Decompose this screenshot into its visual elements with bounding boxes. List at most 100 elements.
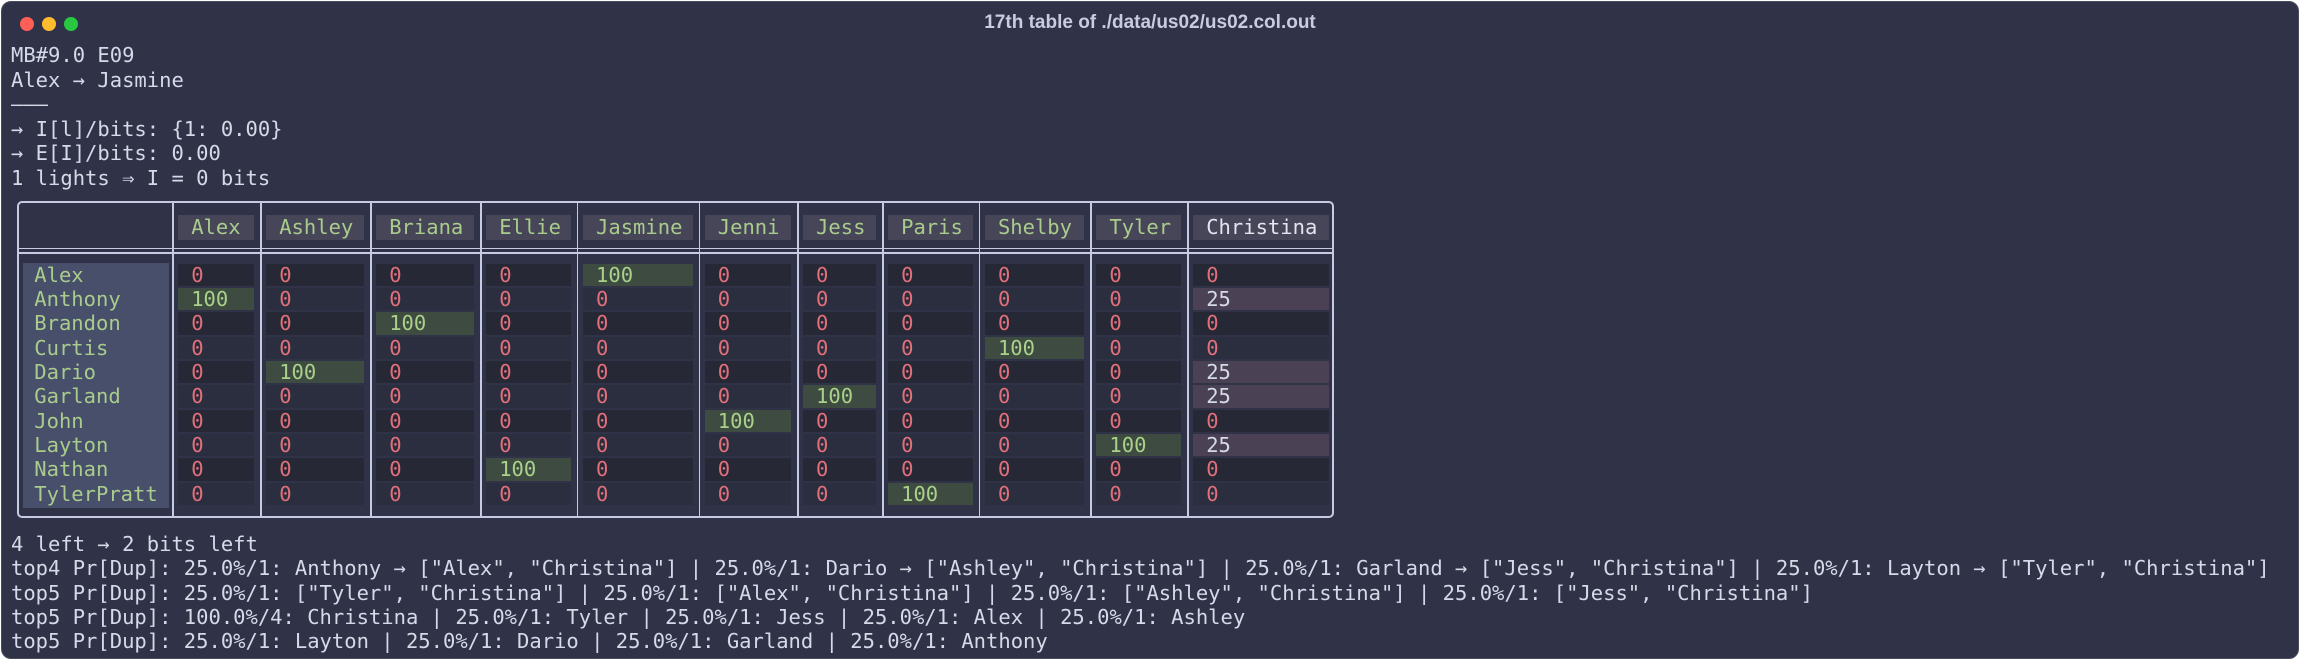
column-header: Briana <box>376 214 475 240</box>
table-cell: 0 <box>486 409 572 432</box>
table-cell: 0 <box>1096 483 1182 505</box>
table-cell: 0 <box>887 385 973 408</box>
table-cell: 0 <box>266 336 365 359</box>
table-cell: 0 <box>266 288 365 310</box>
table-cell: 0 <box>802 263 877 286</box>
table-cell: 0 <box>704 434 792 456</box>
table-cell: 0 <box>266 434 365 456</box>
table-cell: 0 <box>887 336 973 359</box>
table-cell: 0 <box>802 458 877 481</box>
column-separator <box>797 202 799 517</box>
table-cell: 0 <box>984 434 1085 456</box>
intro-line: Alex → Jasmine <box>11 67 184 92</box>
table-cell: 0 <box>984 361 1085 383</box>
table-cell: 100 <box>266 361 365 383</box>
footer-line: top5 Pr[Dup]: 25.0%/1: Layton | 25.0%/1:… <box>11 629 1048 654</box>
column-separator <box>882 202 884 517</box>
table-cell: 0 <box>984 483 1085 505</box>
column-header: Christina <box>1193 214 1330 240</box>
row-label: Anthony <box>34 287 121 312</box>
row-label: Nathan <box>34 457 109 482</box>
table-cell: 0 <box>178 361 255 383</box>
header-separator <box>18 247 1333 250</box>
table-cell: 0 <box>178 409 255 432</box>
close-button[interactable] <box>20 17 34 31</box>
table-cell: 0 <box>887 263 973 286</box>
table-cell: 0 <box>802 312 877 335</box>
footer-line: 4 left → 2 bits left <box>11 531 258 556</box>
table-cell: 0 <box>178 458 255 481</box>
column-header: Shelby <box>984 214 1085 240</box>
table-cell: 100 <box>887 483 973 505</box>
table-cell: 0 <box>704 263 792 286</box>
column-separator <box>480 202 482 517</box>
row-label: John <box>34 408 84 433</box>
row-label: Curtis <box>34 335 109 360</box>
table-cell: 0 <box>376 263 475 286</box>
table-cell: 0 <box>178 263 255 286</box>
table-cell: 0 <box>376 458 475 481</box>
table-cell: 100 <box>376 312 475 335</box>
table-cell: 0 <box>582 409 693 432</box>
table-cell: 0 <box>266 409 365 432</box>
intro-line: ——— <box>11 92 49 117</box>
table-cell: 0 <box>486 434 572 456</box>
table-cell: 0 <box>266 385 365 408</box>
table-cell: 0 <box>984 409 1085 432</box>
row-label: Alex <box>34 262 84 287</box>
table-cell: 0 <box>704 288 792 310</box>
table-cell: 0 <box>1193 458 1330 481</box>
column-header: Paris <box>887 214 973 240</box>
table-cell: 100 <box>582 263 693 286</box>
table-cell: 0 <box>704 483 792 505</box>
footer-line: top5 Pr[Dup]: 100.0%/4: Christina | 25.0… <box>11 605 1246 629</box>
table-cell: 0 <box>582 336 693 359</box>
table-cell: 0 <box>582 434 693 456</box>
table-cell: 0 <box>1096 336 1182 359</box>
column-header: Ashley <box>266 214 365 240</box>
table-cell: 0 <box>704 385 792 408</box>
column-separator <box>978 202 981 517</box>
table-cell: 0 <box>266 312 365 335</box>
table-cell: 0 <box>704 312 792 335</box>
column-header: Ellie <box>486 214 572 240</box>
minimize-button[interactable] <box>42 17 56 31</box>
column-header: Alex <box>178 214 255 240</box>
table-cell: 100 <box>486 458 572 481</box>
table-cell: 0 <box>582 361 693 383</box>
intro-line: MB#9.0 E09 <box>11 43 135 68</box>
intro-line: 1 lights ⇒ I = 0 bits <box>11 165 271 190</box>
table-cell: 0 <box>1193 312 1330 335</box>
table-cell: 0 <box>1096 409 1182 432</box>
column-separator <box>1090 202 1092 517</box>
row-label: TylerPratt <box>34 481 158 506</box>
table-cell: 0 <box>984 288 1085 310</box>
table-cell: 0 <box>376 409 475 432</box>
table-cell: 0 <box>376 336 475 359</box>
table-cell: 0 <box>984 385 1085 408</box>
table-frame <box>16 201 1334 519</box>
table-cell: 0 <box>802 434 877 456</box>
table-cell: 25 <box>1193 434 1330 456</box>
table-cell: 0 <box>178 434 255 456</box>
table-cell: 25 <box>1193 385 1330 408</box>
column-separator <box>172 202 174 517</box>
window-title: 17th table of ./data/us02/us02.col.out <box>984 12 1316 33</box>
table-cell: 0 <box>582 458 693 481</box>
table-cell: 100 <box>704 409 792 432</box>
table-cell: 0 <box>984 312 1085 335</box>
table-cell: 0 <box>802 288 877 310</box>
table-cell: 0 <box>984 458 1085 481</box>
zoom-button[interactable] <box>64 17 78 31</box>
table-cell: 0 <box>887 361 973 383</box>
table-cell: 0 <box>376 434 475 456</box>
table-cell: 0 <box>1193 409 1330 432</box>
table-cell: 0 <box>178 312 255 335</box>
table-cell: 0 <box>1193 336 1330 359</box>
table-cell: 0 <box>486 312 572 335</box>
intro-line: → E[I]/bits: 0.00 <box>11 141 221 166</box>
footer-line: top4 Pr[Dup]: 25.0%/1: Anthony → ["Alex"… <box>11 556 2270 580</box>
table-cell: 0 <box>1096 263 1182 286</box>
table-cell: 0 <box>376 288 475 310</box>
column-separator <box>1187 202 1189 517</box>
